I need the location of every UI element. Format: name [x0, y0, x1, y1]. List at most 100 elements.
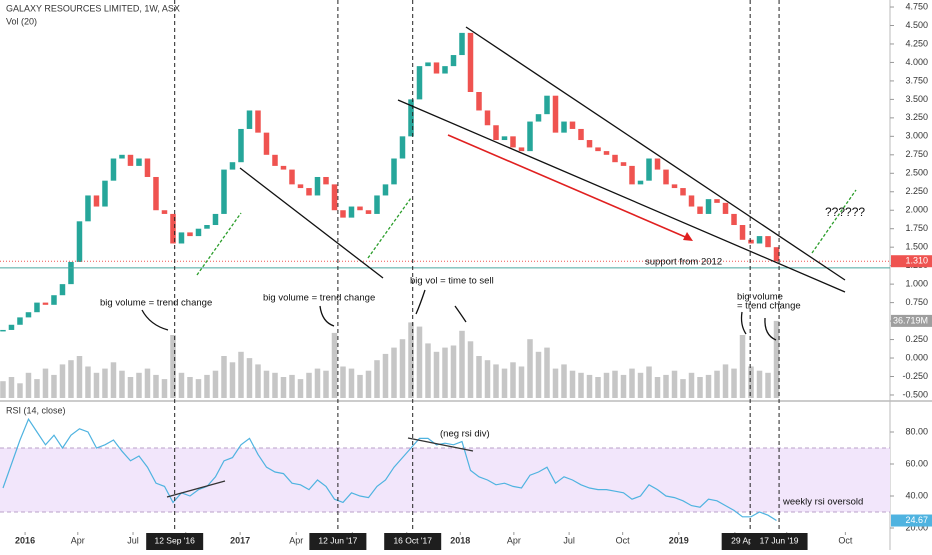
candle	[195, 228, 202, 237]
volume-bar	[136, 372, 142, 398]
volume-bar	[527, 339, 533, 398]
candle	[272, 154, 278, 166]
candle	[289, 169, 295, 185]
candle	[756, 236, 763, 244]
candle	[544, 95, 550, 115]
volume-bar	[314, 368, 321, 398]
volume-bar	[467, 341, 474, 398]
y-tick-label: 0.750	[905, 297, 928, 307]
candle	[170, 213, 176, 244]
volume-bar	[442, 347, 448, 398]
volume-bar	[510, 362, 516, 398]
candle	[535, 114, 542, 122]
last-volume-label-box	[891, 314, 932, 327]
candle	[323, 176, 329, 185]
volume-bar	[93, 372, 100, 398]
candle	[161, 210, 168, 214]
trend-line	[465, 26, 846, 281]
x-tick-label: Jul	[127, 535, 139, 545]
candle	[25, 312, 32, 318]
last-price-label-box	[891, 255, 932, 268]
volume-bar	[620, 374, 627, 398]
overlay: -0.500-0.2500.0000.2500.5000.7501.0001.2…	[15, 1, 932, 550]
x-tick-label: Jul	[563, 535, 575, 545]
candle	[501, 136, 508, 141]
candle	[357, 206, 363, 211]
volume-bar	[255, 364, 261, 398]
candle	[459, 32, 465, 56]
candle	[620, 162, 627, 166]
volume-bar	[102, 368, 108, 398]
volume-bar	[170, 335, 176, 398]
volume-bar	[59, 364, 66, 398]
candle	[697, 206, 703, 214]
volume-bar	[688, 372, 695, 398]
x-tick-label: Oct	[838, 535, 853, 545]
red-arrow	[447, 134, 691, 240]
volume-bar	[178, 372, 185, 398]
volume-bar	[382, 353, 389, 398]
candle	[153, 176, 159, 211]
volume-bar	[408, 322, 414, 398]
marker-label: 12 Sep '16	[154, 535, 195, 545]
candle	[365, 210, 372, 214]
candle	[306, 188, 312, 196]
volume-bar	[629, 368, 635, 398]
volume-bar	[8, 377, 15, 398]
candle	[85, 195, 91, 222]
candle	[0, 329, 6, 332]
candle	[340, 210, 346, 218]
candle	[416, 66, 423, 100]
candle	[578, 128, 584, 141]
green-arrow	[367, 197, 412, 259]
candle	[382, 184, 389, 196]
candle	[476, 92, 482, 111]
volume-bar	[705, 374, 712, 398]
x-tick-label: 2016	[15, 535, 35, 545]
candle	[59, 284, 66, 296]
candle	[263, 132, 270, 155]
annotation: big volume	[737, 292, 783, 303]
trend-line	[239, 167, 384, 279]
volume-bar	[127, 377, 134, 398]
x-tick-label: Apr	[289, 535, 303, 545]
volume-bar	[544, 347, 550, 398]
candle	[221, 169, 227, 214]
candle	[68, 261, 74, 285]
volume-bar	[578, 372, 584, 398]
rsi-label: RSI (14, close)	[6, 405, 66, 415]
volume-bar	[493, 364, 499, 398]
price-pane	[0, 0, 890, 400]
volume-bar	[263, 370, 270, 398]
volume-bar	[663, 374, 669, 398]
volume-bar	[595, 377, 601, 398]
candle	[331, 184, 338, 211]
volume-bar	[297, 379, 304, 398]
y-tick-label: 1.500	[905, 242, 928, 252]
marker-label: 17 Jun '19	[760, 535, 799, 545]
y-tick-label: 2.500	[905, 168, 928, 178]
y-tick-label: -0.250	[902, 371, 928, 381]
last-rsi-label-box	[891, 514, 932, 527]
candle	[34, 302, 40, 313]
volume-bar	[25, 372, 32, 398]
candle	[102, 180, 108, 207]
rsi-tick-label: 60.00	[905, 458, 928, 468]
plot-layers	[0, 0, 890, 532]
volume-bar	[246, 358, 253, 398]
curved-arrow	[740, 311, 747, 335]
green-arrow	[196, 212, 242, 276]
candle	[408, 99, 414, 137]
volume-bar	[646, 366, 652, 398]
volume-bar	[637, 372, 644, 398]
candle	[127, 154, 134, 166]
candle	[8, 324, 15, 330]
volume-bar	[187, 377, 193, 398]
x-tick-label: 2017	[230, 535, 250, 545]
volume-bar	[348, 368, 355, 398]
rsi-tick-label: 20.00	[905, 522, 928, 532]
volume-bar	[425, 343, 431, 398]
candle	[238, 128, 244, 163]
volume-bar	[34, 379, 40, 398]
